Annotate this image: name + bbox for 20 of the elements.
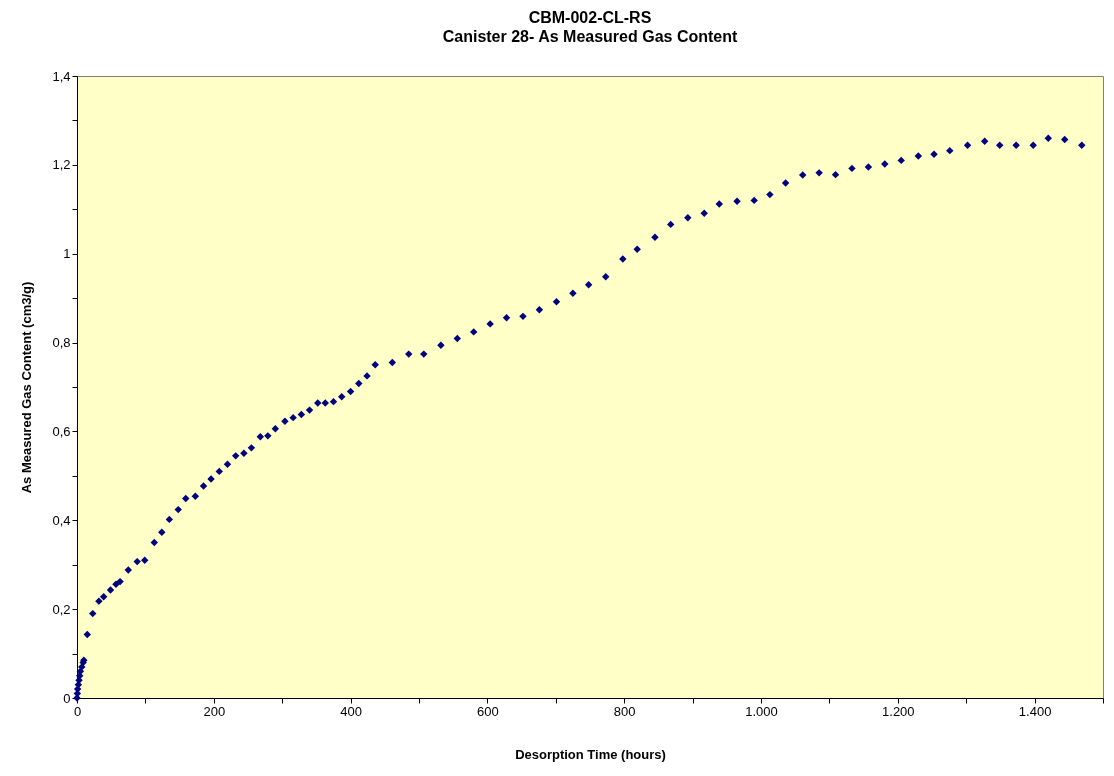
x-axis-title: Desorption Time (hours) (515, 746, 666, 762)
x-tick-label: 1.400 (1018, 703, 1052, 719)
y-tick-label: 0,2 (52, 601, 71, 617)
chart-subtitle: Canister 28- As Measured Gas Content (442, 28, 738, 45)
x-tick-label: 0 (73, 703, 82, 719)
y-tick-label: 1,4 (52, 68, 71, 84)
x-tick-label: 400 (340, 703, 362, 719)
x-tick-label: 200 (203, 703, 226, 719)
y-axis-title: As Measured Gas Content (cm3/g) (19, 281, 35, 494)
x-tick-label: 600 (477, 703, 499, 719)
y-tick-label: 0,6 (52, 423, 71, 439)
x-tick-label: 1.200 (882, 703, 915, 719)
x-tick-label: 1.000 (745, 703, 778, 719)
y-tick-label: 0 (63, 690, 71, 706)
y-tick-label: 0,4 (52, 512, 71, 528)
chart-title: CBM-002-CL-RS (528, 9, 652, 26)
y-tick-label: 0,8 (52, 335, 71, 351)
y-tick-label: 1 (63, 246, 71, 262)
x-tick-label: 800 (613, 703, 636, 719)
y-tick-label: 1,2 (52, 157, 71, 173)
